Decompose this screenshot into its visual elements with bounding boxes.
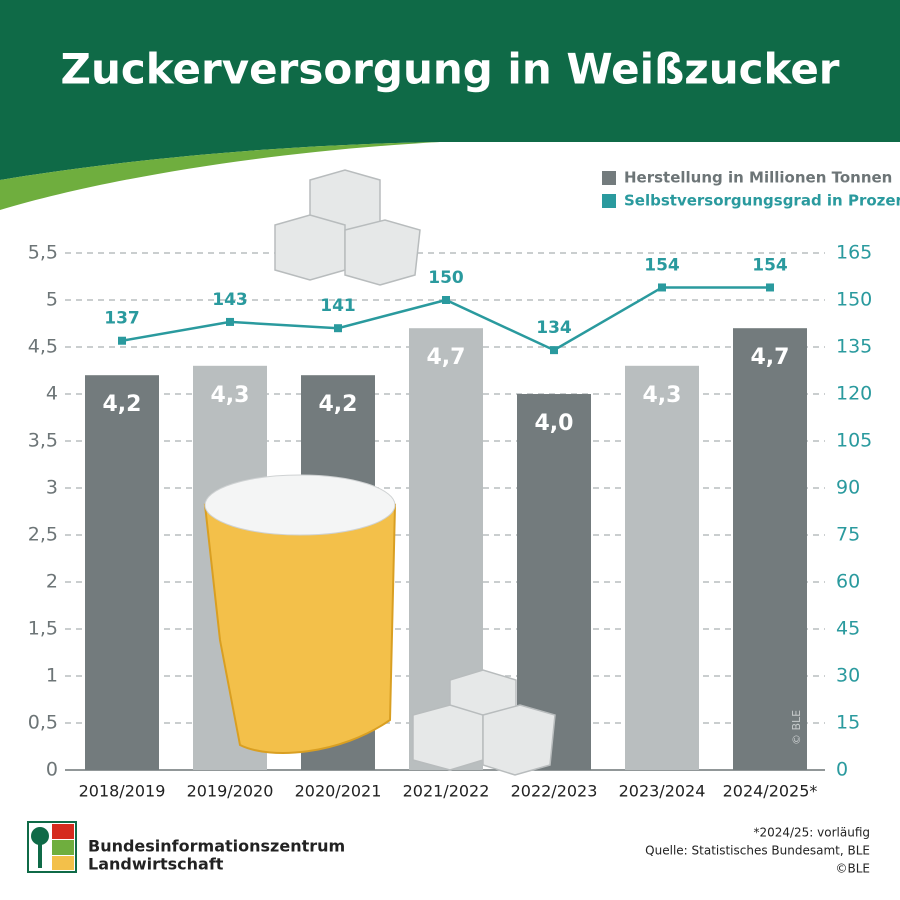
y-tick-label: 3,5 <box>28 430 58 452</box>
y2-tick-label: 120 <box>836 383 872 405</box>
line-value-label: 150 <box>428 268 464 288</box>
line-value-label: 143 <box>212 290 248 310</box>
sugar-heap <box>204 474 396 536</box>
x-tick-label: 2022/2023 <box>511 782 598 801</box>
plot-area: 0 0,5 1 1,5 2 2,5 3 3,5 4 4,5 5 5,5 0 15 30 45 60 75 90 105… <box>28 242 872 801</box>
y-tick-label: 0,5 <box>28 712 58 734</box>
y2-tick-label: 165 <box>836 242 872 264</box>
logo-trunk <box>38 840 42 868</box>
watermark: © BLE <box>790 710 803 745</box>
bar <box>85 375 159 770</box>
y2-tick-label: 30 <box>836 665 860 687</box>
footnote: *2024/25: vorläufig <box>753 826 870 840</box>
legend-label: Selbstversorgungsgrad in Prozent <box>624 192 900 210</box>
y-tick-label: 2,5 <box>28 524 58 546</box>
x-tick-label: 2021/2022 <box>403 782 490 801</box>
logo-text: Bundesinformationszentrum <box>88 837 345 856</box>
header-swoosh <box>0 142 440 210</box>
chart-title: Zuckerversorgung in Weißzucker <box>60 45 839 94</box>
y-tick-label: 5 <box>46 289 58 311</box>
y-tick-label: 3 <box>46 477 58 499</box>
y2-tick-label: 135 <box>836 336 872 358</box>
y-tick-label: 2 <box>46 571 58 593</box>
cube <box>412 704 484 771</box>
line-marker <box>118 336 126 345</box>
bar-value-label: 4,3 <box>643 383 682 408</box>
line-marker <box>442 296 450 304</box>
bar-value-label: 4,3 <box>211 383 250 408</box>
line-value-label: 141 <box>320 296 356 316</box>
cube <box>274 214 346 281</box>
bar <box>733 328 807 770</box>
logo: Bundesinformationszentrum Landwirtschaft <box>27 821 345 874</box>
legend-swatch <box>602 194 616 208</box>
bar-value-label: 4,2 <box>103 392 142 417</box>
copyright: ©BLE <box>836 862 871 876</box>
bar-value-label: 4,7 <box>751 345 790 370</box>
legend-swatch <box>602 171 616 185</box>
overlay: 4,2 4,3 4,2 4,7 4,0 4,3 4,7 137 143 141 150 134 154 1… <box>103 255 790 436</box>
y-tick-label: 1,5 <box>28 618 58 640</box>
legend-label: Herstellung in Millionen Tonnen <box>624 169 892 187</box>
x-tick-label: 2019/2020 <box>187 782 274 801</box>
x-tick-label: 2024/2025* <box>723 782 818 801</box>
line-value-label: 137 <box>104 309 140 329</box>
line-marker <box>550 346 558 355</box>
bar-value-label: 4,7 <box>427 345 466 370</box>
y2-tick-label: 90 <box>836 477 860 499</box>
logo-green <box>52 840 74 855</box>
header-band <box>0 0 900 180</box>
y2-tick-label: 45 <box>836 618 860 640</box>
cube <box>482 704 556 776</box>
sugar-cubes-bottom <box>412 669 556 776</box>
line-marker <box>766 283 774 292</box>
cube <box>344 219 421 286</box>
y2-tick-label: 15 <box>836 712 860 734</box>
y-tick-label: 4 <box>46 383 58 405</box>
logo-tree <box>31 827 49 845</box>
bag <box>203 503 397 754</box>
y-tick-label: 0 <box>46 759 58 781</box>
line-value-label: 154 <box>752 255 788 275</box>
y2-tick-label: 105 <box>836 430 872 452</box>
y-tick-label: 1 <box>46 665 58 687</box>
line-marker <box>334 324 342 333</box>
sugar-cubes-top <box>274 169 421 286</box>
sugar-bag <box>203 503 397 754</box>
bar-value-label: 4,2 <box>319 392 358 417</box>
y2-tick-label: 0 <box>836 759 848 781</box>
y2-tick-label: 75 <box>836 524 860 546</box>
bar <box>625 365 699 770</box>
bar-value-label: 4,0 <box>535 411 574 436</box>
logo-text: Landwirtschaft <box>88 855 224 874</box>
x-tick-label: 2023/2024 <box>619 782 706 801</box>
logo-yellow <box>52 856 74 870</box>
x-tick-label: 2020/2021 <box>295 782 382 801</box>
logo-red <box>52 824 74 839</box>
y2-tick-label: 60 <box>836 571 860 593</box>
line-value-label: 134 <box>536 318 572 338</box>
x-tick-label: 2018/2019 <box>79 782 166 801</box>
source: Quelle: Statistisches Bundesamt, BLE <box>645 844 870 858</box>
y-tick-label: 5,5 <box>28 242 58 264</box>
line-value-label: 154 <box>644 255 680 275</box>
line-marker <box>226 317 234 326</box>
line-marker <box>658 283 666 292</box>
y-tick-label: 4,5 <box>28 336 58 358</box>
y2-tick-label: 150 <box>836 289 872 311</box>
